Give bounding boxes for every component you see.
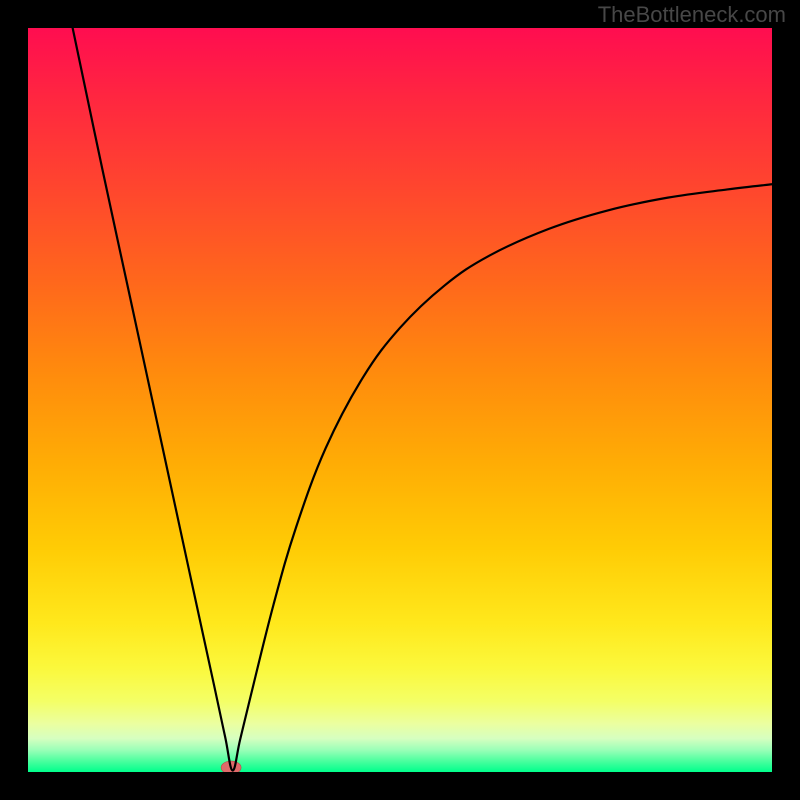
watermark-text: TheBottleneck.com <box>598 2 786 28</box>
bottleneck-chart: TheBottleneck.com <box>0 0 800 800</box>
gradient-plot-area <box>28 28 772 772</box>
chart-svg <box>0 0 800 800</box>
